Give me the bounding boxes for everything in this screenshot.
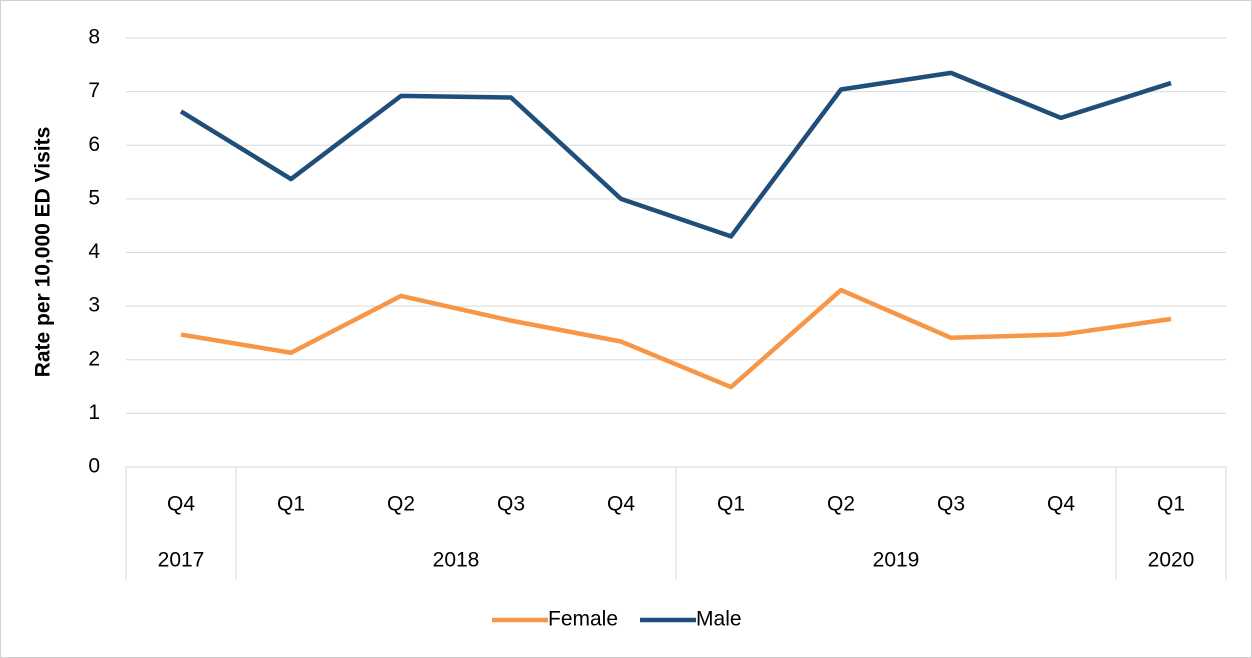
x-tick-label: Q3: [497, 493, 525, 516]
x-group-label: 2019: [873, 549, 920, 572]
y-tick-label: 2: [88, 347, 100, 370]
x-tick-label: Q4: [167, 493, 195, 516]
y-tick-label: 6: [88, 133, 100, 156]
x-tick-label: Q4: [607, 493, 635, 516]
y-tick-label: 0: [88, 455, 100, 478]
x-tick-label: Q1: [277, 493, 305, 516]
legend-label: Male: [696, 608, 742, 631]
y-tick-label: 7: [88, 79, 100, 102]
y-axis-label: Rate per 10,000 ED Visits: [32, 127, 55, 378]
y-tick-label: 4: [88, 240, 100, 263]
series-line: [180, 287, 1172, 390]
x-group-label: 2020: [1148, 549, 1195, 572]
x-tick-label: Q3: [937, 493, 965, 516]
x-tick-label: Q2: [827, 493, 855, 516]
x-tick-label: Q2: [387, 493, 415, 516]
x-tick-label: Q1: [1157, 493, 1185, 516]
x-tick-label: Q4: [1047, 493, 1075, 516]
x-group-label: 2018: [433, 549, 480, 572]
y-tick-label: 3: [88, 294, 100, 317]
x-group-label: 2017: [158, 549, 205, 572]
series-line: [179, 70, 1172, 239]
legend-label: Female: [548, 608, 618, 631]
y-tick-label: 8: [88, 26, 100, 49]
x-tick-label: Q1: [717, 493, 745, 516]
y-tick-label: 5: [88, 186, 100, 209]
y-tick-label: 1: [88, 401, 100, 424]
